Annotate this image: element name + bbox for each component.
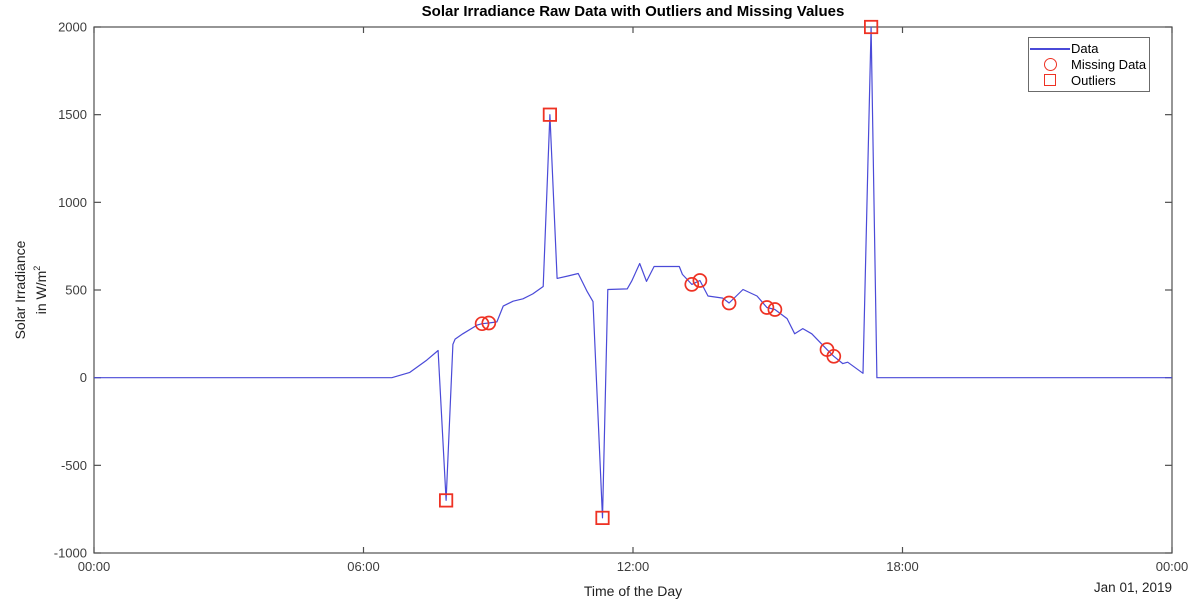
circle-marker-icon	[1029, 58, 1071, 71]
date-annotation: Jan 01, 2019	[1093, 580, 1172, 595]
svg-text:-1000: -1000	[54, 546, 87, 561]
y-axis-label-line2: in W/m	[32, 270, 49, 315]
svg-text:-500: -500	[61, 458, 87, 473]
legend-item-outliers: Outliers	[1029, 72, 1149, 88]
legend-item-data: Data	[1029, 41, 1149, 57]
svg-text:18:00: 18:00	[886, 559, 919, 574]
svg-text:06:00: 06:00	[347, 559, 380, 574]
legend-label: Outliers	[1071, 72, 1116, 88]
chart-title: Solar Irradiance Raw Data with Outliers …	[421, 3, 845, 20]
svg-text:2000: 2000	[58, 20, 87, 35]
legend-label: Missing Data	[1071, 57, 1147, 72]
y-axis-label-line1: Solar Irradiance	[12, 240, 29, 340]
legend-label: Data	[1071, 41, 1099, 57]
svg-text:12:00: 12:00	[617, 559, 650, 574]
y-axis-label-superscript: 2	[32, 265, 43, 271]
svg-text:0: 0	[80, 370, 87, 385]
svg-text:00:00: 00:00	[78, 559, 111, 574]
legend-item-missing-data: Missing Data	[1029, 57, 1149, 73]
square-marker-icon	[1029, 74, 1071, 87]
y-axis-label: Solar Irradiance in W/m2	[12, 241, 50, 340]
svg-text:1000: 1000	[58, 195, 87, 210]
svg-text:500: 500	[65, 283, 87, 298]
svg-text:00:00: 00:00	[1156, 559, 1189, 574]
svg-text:1500: 1500	[58, 107, 87, 122]
x-axis-label: Time of the Day	[583, 583, 683, 599]
line-sample-icon	[1029, 47, 1071, 50]
legend: Data Missing Data Outliers	[1028, 37, 1150, 92]
